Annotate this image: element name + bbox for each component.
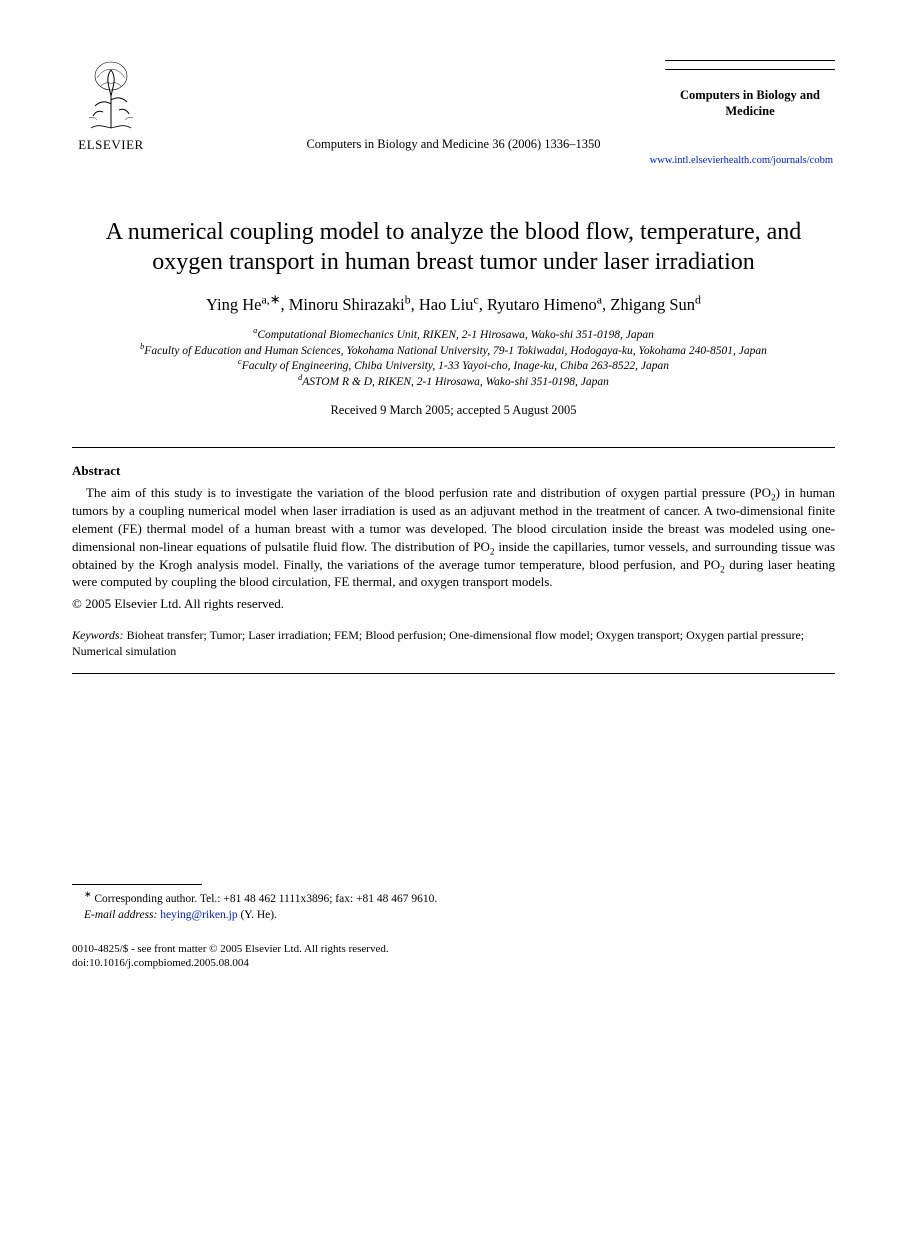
affiliation-b: bFaculty of Education and Human Sciences… <box>100 344 807 360</box>
keywords-label: Keywords: <box>72 628 124 642</box>
received-accepted-dates: Received 9 March 2005; accepted 5 August… <box>72 402 835 419</box>
publisher-logo: ELSEVIER <box>72 56 150 154</box>
publisher-logo-text: ELSEVIER <box>78 136 143 154</box>
citation-line: Computers in Biology and Medicine 36 (20… <box>72 136 835 153</box>
affiliation-a: aComputational Biomechanics Unit, RIKEN,… <box>100 328 807 344</box>
keywords-text: Bioheat transfer; Tumor; Laser irradiati… <box>72 628 804 658</box>
elsevier-tree-icon <box>75 56 147 134</box>
journal-name: Computers in Biology and Medicine <box>665 88 835 119</box>
corresponding-author-footnote: ∗ Corresponding author. Tel.: +81 48 462… <box>72 891 835 907</box>
divider-rule <box>72 673 835 674</box>
email-footnote: E-mail address: heying@riken.jp (Y. He). <box>72 907 835 923</box>
affiliation-d: dASTOM R & D, RIKEN, 2-1 Hirosawa, Wako-… <box>100 375 807 391</box>
doi-line: doi:10.1016/j.compbiomed.2005.08.004 <box>72 956 835 971</box>
abstract-heading: Abstract <box>72 462 835 480</box>
journal-title-block: Computers in Biology and Medicine <box>665 60 835 119</box>
issn-copyright-line: 0010-4825/$ - see front matter © 2005 El… <box>72 942 835 957</box>
footnote-divider <box>72 884 202 885</box>
divider-rule <box>72 447 835 448</box>
keywords-block: Keywords: Bioheat transfer; Tumor; Laser… <box>72 627 835 659</box>
article-title: A numerical coupling model to analyze th… <box>86 217 821 278</box>
abstract-copyright: © 2005 Elsevier Ltd. All rights reserved… <box>72 595 835 613</box>
front-matter-block: 0010-4825/$ - see front matter © 2005 El… <box>72 942 835 972</box>
authors-line: Ying Hea,∗, Minoru Shirazakib, Hao Liuc,… <box>72 294 835 316</box>
affiliations-block: aComputational Biomechanics Unit, RIKEN,… <box>100 328 807 390</box>
affiliation-c: cFaculty of Engineering, Chiba Universit… <box>100 359 807 375</box>
author-email-link[interactable]: heying@riken.jp <box>160 909 237 921</box>
journal-url-link[interactable]: www.intl.elsevierhealth.com/journals/cob… <box>72 154 835 168</box>
abstract-body: The aim of this study is to investigate … <box>72 484 835 592</box>
